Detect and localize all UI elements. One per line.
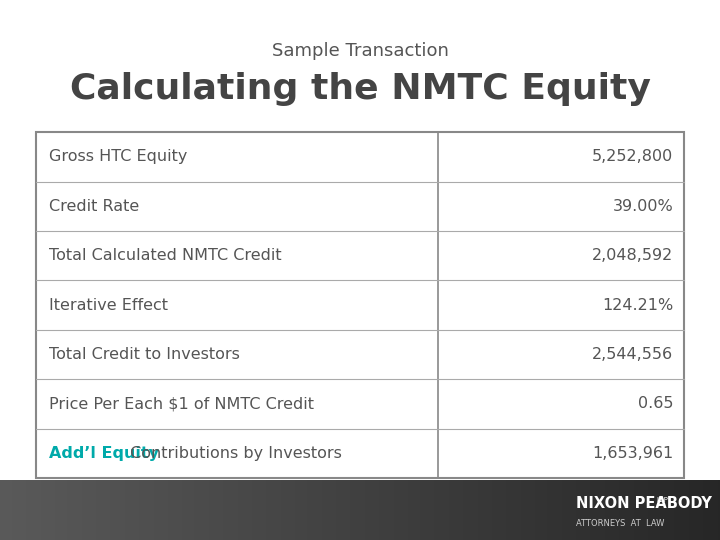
Text: Credit Rate: Credit Rate <box>49 199 139 214</box>
Text: Add’l Equity: Add’l Equity <box>49 446 159 461</box>
Text: Contributions by Investors: Contributions by Investors <box>125 446 342 461</box>
Text: 39.00%: 39.00% <box>613 199 673 214</box>
Text: 2,544,556: 2,544,556 <box>592 347 673 362</box>
Text: Total Credit to Investors: Total Credit to Investors <box>49 347 240 362</box>
Text: Iterative Effect: Iterative Effect <box>49 298 168 313</box>
Text: 0.65: 0.65 <box>638 396 673 411</box>
Text: 2,048,592: 2,048,592 <box>592 248 673 263</box>
Text: Gross HTC Equity: Gross HTC Equity <box>49 150 187 165</box>
Text: 124.21%: 124.21% <box>602 298 673 313</box>
Text: LLP: LLP <box>657 496 668 503</box>
Text: ATTORNEYS  AT  LAW: ATTORNEYS AT LAW <box>576 519 665 528</box>
Text: 1,653,961: 1,653,961 <box>592 446 673 461</box>
Text: Calculating the NMTC Equity: Calculating the NMTC Equity <box>70 72 650 106</box>
Text: 5,252,800: 5,252,800 <box>592 150 673 165</box>
Text: Sample Transaction: Sample Transaction <box>271 42 449 60</box>
Text: NIXON PEABODY: NIXON PEABODY <box>576 496 712 511</box>
Text: Total Calculated NMTC Credit: Total Calculated NMTC Credit <box>49 248 282 263</box>
Text: Price Per Each $1 of NMTC Credit: Price Per Each $1 of NMTC Credit <box>49 396 314 411</box>
